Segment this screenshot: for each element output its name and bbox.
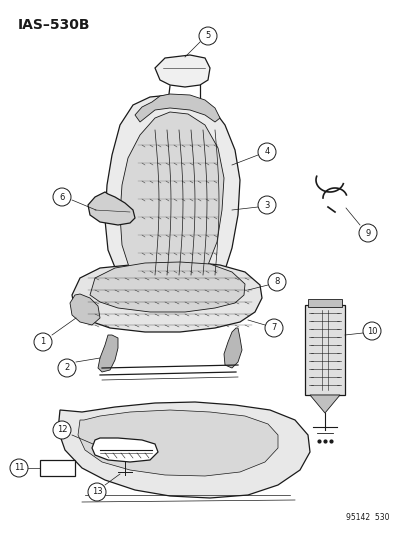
- Text: IAS–530B: IAS–530B: [18, 18, 90, 32]
- Bar: [304, 305, 344, 395]
- Circle shape: [34, 333, 52, 351]
- Bar: [307, 299, 341, 307]
- Polygon shape: [58, 402, 309, 498]
- Circle shape: [53, 421, 71, 439]
- Polygon shape: [105, 95, 240, 298]
- Polygon shape: [88, 192, 135, 225]
- Circle shape: [257, 196, 275, 214]
- Circle shape: [264, 319, 282, 337]
- Text: 11: 11: [14, 464, 24, 472]
- Circle shape: [53, 188, 71, 206]
- Text: 8: 8: [274, 278, 279, 287]
- Polygon shape: [72, 262, 261, 332]
- Text: 1: 1: [40, 337, 45, 346]
- Circle shape: [199, 27, 216, 45]
- Text: 95142  530: 95142 530: [346, 513, 389, 522]
- Polygon shape: [90, 262, 244, 312]
- Circle shape: [58, 359, 76, 377]
- Polygon shape: [223, 328, 242, 368]
- Text: 12: 12: [57, 425, 67, 434]
- Bar: [40, 460, 75, 476]
- Polygon shape: [98, 335, 118, 372]
- Text: 9: 9: [365, 229, 370, 238]
- Circle shape: [88, 483, 106, 501]
- Text: 5: 5: [205, 31, 210, 41]
- Text: 4: 4: [264, 148, 269, 157]
- Circle shape: [362, 322, 380, 340]
- Polygon shape: [92, 438, 158, 462]
- Text: 7: 7: [271, 324, 276, 333]
- Circle shape: [267, 273, 285, 291]
- Text: 6: 6: [59, 192, 64, 201]
- Circle shape: [358, 224, 376, 242]
- Text: 3: 3: [263, 200, 269, 209]
- Text: 2: 2: [64, 364, 69, 373]
- Polygon shape: [78, 410, 277, 476]
- Polygon shape: [154, 55, 209, 87]
- Polygon shape: [135, 94, 219, 122]
- Circle shape: [257, 143, 275, 161]
- Polygon shape: [70, 294, 100, 325]
- Text: 13: 13: [91, 488, 102, 497]
- Polygon shape: [309, 395, 339, 413]
- Circle shape: [10, 459, 28, 477]
- Polygon shape: [120, 112, 223, 283]
- Text: 10: 10: [366, 327, 376, 335]
